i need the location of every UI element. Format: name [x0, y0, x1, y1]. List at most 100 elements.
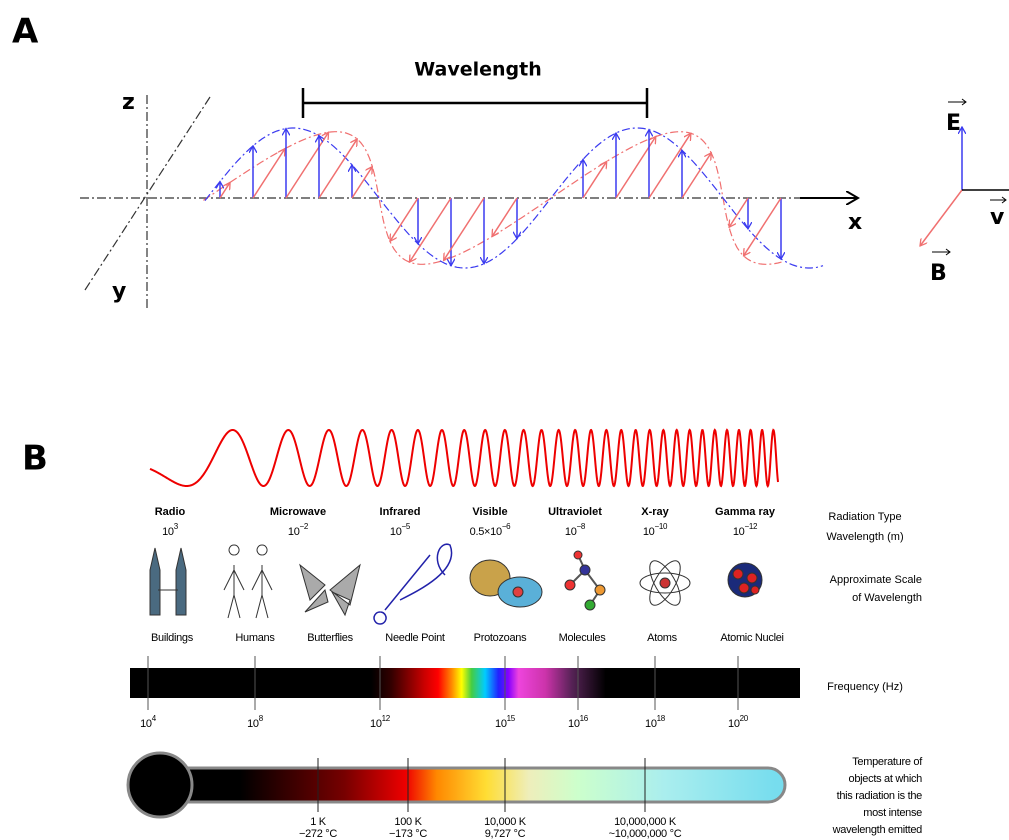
b-field-arrow: [390, 198, 418, 241]
radiation-type: Microwave: [270, 506, 326, 518]
vector-label: v: [990, 205, 1005, 230]
temperature-celsius: ~10,000,000 °C: [609, 828, 682, 840]
wavelength-exp: −5: [402, 522, 411, 531]
frequency-label-base: 10: [495, 718, 507, 730]
b-field-arrow: [352, 167, 372, 198]
scale-object: Buildings: [151, 632, 194, 644]
frequency-label-exp: 8: [259, 714, 264, 723]
frequency-label-exp: 16: [580, 714, 589, 723]
wavelength-base: 10: [162, 526, 174, 538]
row-label: Frequency (Hz): [827, 681, 903, 693]
spectrum-wave: [150, 430, 778, 486]
frequency-label-exp: 18: [657, 714, 666, 723]
wavelength-label: Wavelength: [414, 59, 542, 81]
wavelength-bracket: [303, 88, 647, 118]
axis-label: x: [848, 210, 862, 235]
panel-a: A Wavelength z y x E B v: [12, 12, 1009, 311]
wavelength: 10−8: [565, 522, 586, 538]
temperature-celsius: 9,727 °C: [485, 828, 526, 840]
scale-object: Molecules: [559, 632, 607, 644]
frequency-label-base: 10: [140, 718, 152, 730]
wavelength-exp: −12: [744, 522, 758, 531]
temperature-celsius: −173 °C: [389, 828, 427, 840]
wavelength-exp: −8: [577, 522, 586, 531]
b-field-arrow: [492, 198, 517, 237]
temperature-kelvin: 100 K: [394, 816, 422, 828]
frequency-label: 1012: [370, 714, 391, 730]
vector-label: B: [930, 261, 947, 286]
frequency-label-base: 10: [568, 718, 580, 730]
frequency-label-base: 10: [370, 718, 382, 730]
frequency-label-exp: 4: [152, 714, 157, 723]
row-label: most intense: [863, 807, 922, 819]
b-vector: [920, 190, 962, 246]
b-field-arrow: [409, 198, 451, 262]
b-field-arrow: [220, 182, 230, 198]
thermometer-neck: [150, 770, 180, 800]
spectrum-bar: [130, 668, 800, 698]
radiation-type: X-ray: [641, 506, 669, 518]
wavelength: 10−2: [288, 522, 309, 538]
b-field-arrow: [744, 198, 781, 256]
b-field-arrow: [682, 153, 711, 198]
frequency-label: 1020: [728, 714, 749, 730]
row-label: Approximate Scale: [830, 574, 922, 586]
frequency-label-base: 10: [728, 718, 740, 730]
temperature-kelvin: 10,000,000 K: [614, 816, 677, 828]
panel-label: B: [22, 439, 48, 479]
wavelength: 103: [162, 522, 179, 538]
frequency-label-exp: 12: [382, 714, 391, 723]
frequency-label: 108: [247, 714, 264, 730]
row-label: wavelength emitted: [832, 824, 923, 836]
wavelength-exp: −2: [300, 522, 309, 531]
radiation-type: Gamma ray: [715, 506, 776, 518]
vector-arrow: [932, 249, 950, 255]
wavelength-base: 10: [288, 526, 300, 538]
temperature-kelvin: 1 K: [310, 816, 327, 828]
wavelength: 10−10: [643, 522, 668, 538]
temperature-kelvin: 10,000 K: [484, 816, 527, 828]
scale-object: Atomic Nuclei: [720, 632, 783, 644]
b-field-arrow: [729, 198, 748, 227]
wavelength-exp: −6: [502, 522, 511, 531]
axis-label: y: [112, 279, 126, 304]
frequency-label-base: 10: [645, 718, 657, 730]
row-label: Temperature of: [852, 756, 923, 768]
b-field-arrow: [583, 161, 607, 198]
frequency-label: 1016: [568, 714, 589, 730]
wavelength: 10−12: [733, 522, 758, 538]
frequency-label: 1018: [645, 714, 666, 730]
icons: [150, 544, 762, 624]
row-label: of Wavelength: [852, 592, 922, 604]
b-field-arrow: [444, 198, 484, 260]
radiation-type: Infrared: [380, 506, 421, 518]
wavelength-exp: 3: [174, 522, 179, 531]
figure: A Wavelength z y x E B v B Radiation Typ…: [0, 0, 1009, 840]
wavelength: 10−5: [390, 522, 411, 538]
frequency-label: 104: [140, 714, 157, 730]
scale-object: Atoms: [647, 632, 677, 644]
wavelength-base: 10: [565, 526, 577, 538]
radiation-type: Ultraviolet: [548, 506, 602, 518]
scale-object: Butterflies: [307, 632, 353, 644]
wavelength-exp: −10: [654, 522, 668, 531]
b-field-arrow: [616, 137, 656, 198]
scale-object: Needle Point: [385, 632, 445, 644]
row-label: Wavelength (m): [826, 531, 903, 543]
temperature-celsius: −272 °C: [299, 828, 337, 840]
panel-label: A: [12, 12, 39, 52]
frequency-label: 1015: [495, 714, 516, 730]
radiation-type: Visible: [472, 506, 507, 518]
panel-b: B Radiation Type Wavelength (m) Approxim…: [22, 430, 923, 840]
wavelength-base: 10: [643, 526, 655, 538]
wavelength: 0.5×10−6: [470, 522, 512, 538]
b-field-arrow: [649, 133, 691, 198]
frequency-label-base: 10: [247, 718, 259, 730]
b-field-arrow: [253, 149, 285, 198]
frequency-label-exp: 15: [507, 714, 516, 723]
thermometer-tube: [160, 768, 785, 802]
scale-object: Humans: [235, 632, 275, 644]
vector-arrow: [948, 99, 966, 105]
frequency-label-exp: 20: [740, 714, 749, 723]
row-label: this radiation is the: [837, 790, 923, 802]
